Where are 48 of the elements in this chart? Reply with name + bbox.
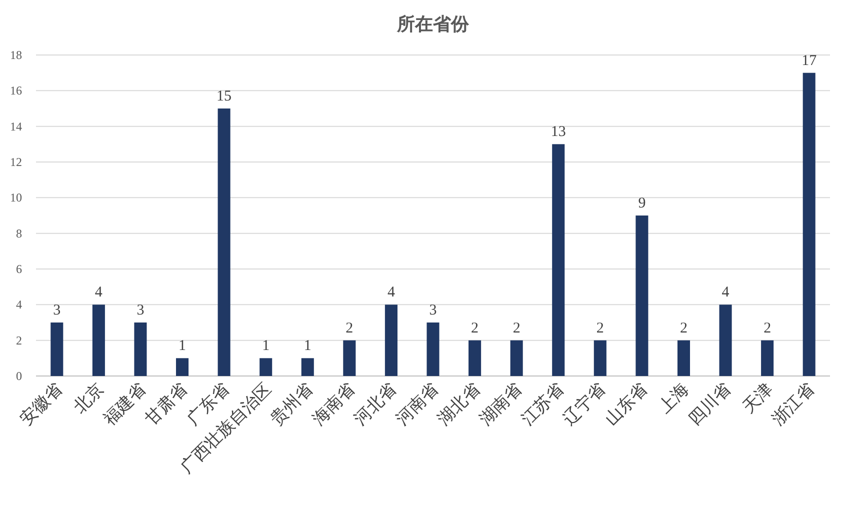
data-label: 9 xyxy=(638,196,646,212)
bar xyxy=(384,304,398,376)
bar xyxy=(552,144,565,376)
chart-title: 所在省份 xyxy=(396,14,470,34)
y-tick-label: 2 xyxy=(16,333,22,348)
bar xyxy=(50,322,64,376)
bar xyxy=(134,322,147,376)
y-tick-label: 10 xyxy=(10,190,22,205)
y-tick-label: 14 xyxy=(10,119,22,134)
data-label: 2 xyxy=(471,320,479,336)
data-label: 4 xyxy=(722,284,730,301)
data-label: 3 xyxy=(429,302,437,318)
data-label: 2 xyxy=(596,320,604,336)
data-label: 13 xyxy=(550,124,566,140)
data-label: 2 xyxy=(346,320,354,336)
bar xyxy=(761,340,774,376)
data-label: 1 xyxy=(262,338,270,354)
bar xyxy=(218,108,230,376)
bar xyxy=(343,340,356,376)
bar xyxy=(301,358,314,376)
y-tick-label: 12 xyxy=(10,155,22,169)
data-label: 15 xyxy=(216,88,232,104)
bar xyxy=(426,322,440,376)
bar xyxy=(594,340,606,376)
data-label: 4 xyxy=(387,284,396,301)
bar xyxy=(176,358,189,376)
bar xyxy=(636,216,648,376)
bar xyxy=(468,340,482,376)
bar xyxy=(802,72,816,376)
bar xyxy=(719,304,732,376)
data-label: 3 xyxy=(53,302,61,318)
bar xyxy=(260,358,272,376)
bar xyxy=(677,340,690,376)
bar xyxy=(92,304,105,376)
data-label: 2 xyxy=(764,320,772,336)
data-label: 2 xyxy=(680,320,688,336)
bar xyxy=(510,340,523,376)
data-label: 17 xyxy=(802,52,818,69)
data-label: 1 xyxy=(304,338,312,354)
data-label: 3 xyxy=(136,302,144,318)
data-label: 1 xyxy=(178,338,186,354)
data-label: 2 xyxy=(512,320,520,336)
y-tick-label: 8 xyxy=(16,226,22,240)
y-tick-label: 4 xyxy=(16,298,22,312)
y-tick-label: 6 xyxy=(16,262,22,276)
data-label: 4 xyxy=(94,284,103,301)
y-tick-label: 16 xyxy=(10,84,22,98)
y-tick-label: 18 xyxy=(10,48,22,62)
